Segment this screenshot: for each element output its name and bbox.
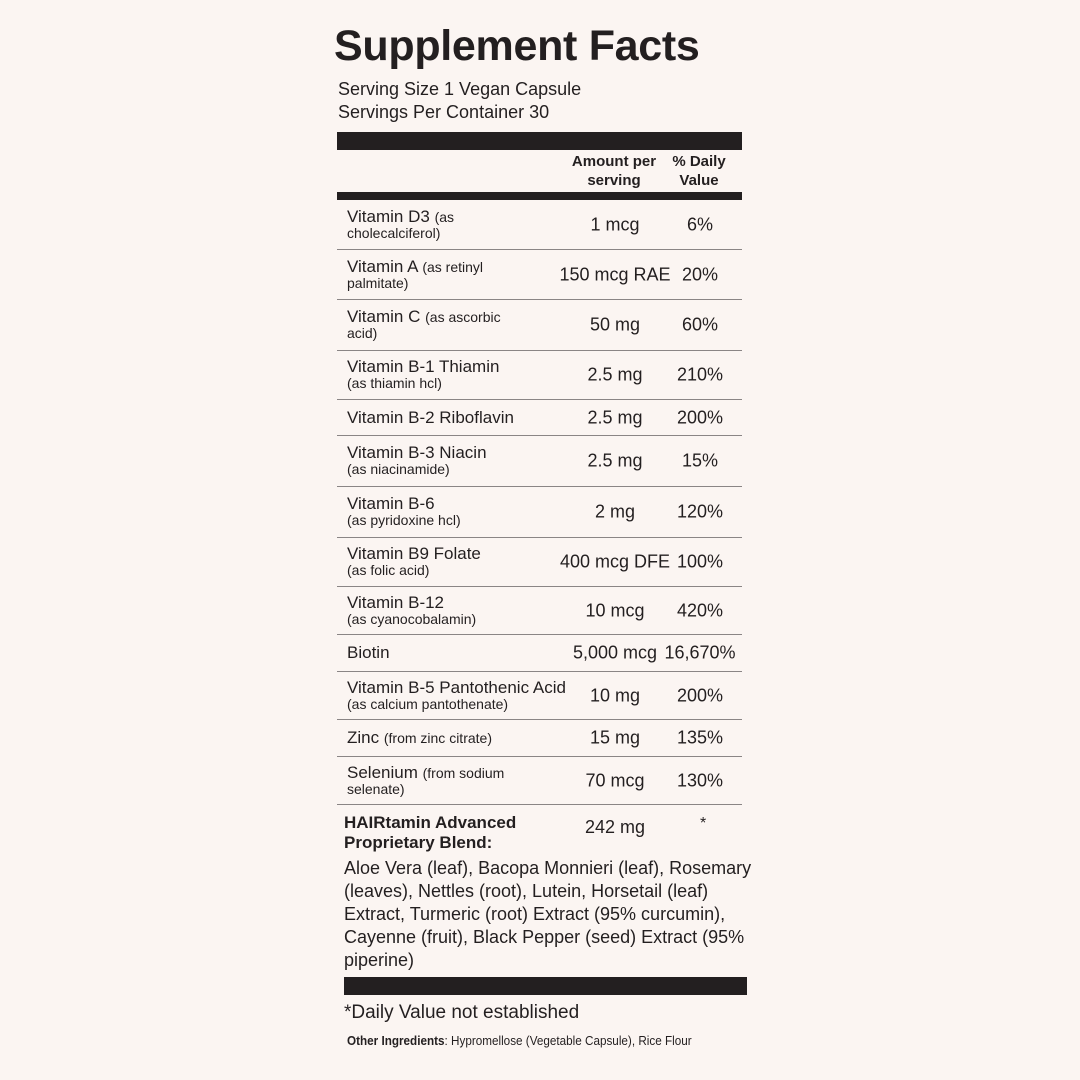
bottom-divider-bar bbox=[344, 977, 747, 995]
nutrient-row: Biotin 5,000 mcg 16,670% bbox=[337, 635, 742, 672]
nutrient-row: Selenium (from sodium selenate) 70 mcg 130% bbox=[337, 757, 742, 805]
nutrient-source: palmitate) bbox=[347, 274, 409, 291]
nutrient-source: (as retinyl bbox=[422, 258, 483, 275]
nutrient-label: Vitamin B-2 Riboflavin bbox=[347, 407, 514, 427]
nutrient-label: Vitamin C bbox=[347, 307, 421, 326]
other-ingredients-text: : Hypromellose (Vegetable Capsule), Rice… bbox=[444, 1033, 692, 1048]
nutrient-row: Vitamin D3 (as cholecalciferol) 1 mcg 6% bbox=[337, 200, 742, 250]
nutrient-name: Vitamin B-1 Thiamin (as thiamin hcl) bbox=[347, 357, 500, 391]
nutrient-row: Vitamin B-1 Thiamin (as thiamin hcl) 2.5 m… bbox=[337, 351, 742, 400]
nutrient-label: Vitamin B-1 Thiamin bbox=[347, 357, 500, 376]
nutrient-source: (as thiamin hcl) bbox=[347, 375, 442, 391]
nutrient-amount: 10 mg bbox=[589, 685, 641, 705]
nutrient-source: (from zinc citrate) bbox=[383, 730, 492, 746]
header-daily-value: % Daily Value bbox=[672, 153, 726, 189]
nutrient-source: (from sodium bbox=[422, 764, 505, 781]
nutrient-daily-value: 16,670% bbox=[664, 642, 736, 663]
nutrient-source: (as niacinamide) bbox=[347, 461, 450, 477]
blend-daily-value: * bbox=[700, 815, 707, 832]
nutrient-label: Vitamin A bbox=[347, 256, 418, 276]
nutrient-row: Vitamin B-5 Pantothenic Acid (as calcium… bbox=[337, 672, 742, 720]
nutrient-daily-value: 200% bbox=[676, 685, 724, 705]
footnote: *Daily Value not established bbox=[344, 1002, 580, 1023]
nutrient-label: Selenium bbox=[347, 762, 418, 782]
nutrient-source: (as pyridoxine hcl) bbox=[347, 512, 461, 528]
nutrient-daily-value: 20% bbox=[681, 264, 719, 284]
nutrient-name: Vitamin B9 Folate (as folic acid) bbox=[347, 544, 481, 578]
nutrient-name: Vitamin B-6 (as pyridoxine hcl) bbox=[347, 494, 461, 528]
top-divider-bar bbox=[337, 132, 742, 150]
nutrient-label: Vitamin B9 Folate bbox=[347, 544, 481, 563]
nutrient-source: cholecalciferol) bbox=[347, 224, 441, 241]
nutrient-daily-value: 200% bbox=[676, 407, 724, 427]
nutrient-amount: 50 mg bbox=[589, 314, 641, 335]
nutrient-row: Vitamin B-3 Niacin (as niacinamide) 2.5 mg… bbox=[337, 436, 742, 487]
nutrient-daily-value: 130% bbox=[676, 770, 724, 790]
nutrient-label: Vitamin B-12 bbox=[347, 592, 445, 612]
nutrient-amount: 2.5 mg bbox=[587, 364, 643, 385]
nutrient-source: (as bbox=[434, 208, 455, 225]
nutrient-label: Vitamin B-6 bbox=[347, 494, 435, 513]
nutrient-row: Vitamin B-6 (as pyridoxine hcl) 2 mg 120% bbox=[337, 487, 742, 538]
nutrient-name: Vitamin D3 (as cholecalciferol) bbox=[347, 206, 455, 241]
nutrient-source: acid) bbox=[347, 325, 378, 341]
nutrient-amount: 150 mcg RAE bbox=[559, 264, 671, 284]
nutrient-row: Zinc (from zinc citrate) 15 mg 135% bbox=[337, 720, 742, 757]
nutrient-source: (as calcium pantothenate) bbox=[347, 695, 509, 712]
nutrient-amount: 1 mcg bbox=[590, 214, 640, 234]
blend-name: HAIRtamin Advanced Proprietary Blend: bbox=[344, 813, 517, 852]
servings-per-container: Servings Per Container 30 bbox=[338, 102, 550, 122]
blend-ingredients: Aloe Vera (leaf), Bacopa Monnieri (leaf)… bbox=[344, 858, 752, 970]
nutrient-source: (as folic acid) bbox=[347, 562, 430, 578]
nutrient-name: Vitamin C (as ascorbic acid) bbox=[347, 307, 501, 341]
nutrient-amount: 5,000 mcg bbox=[572, 642, 658, 663]
nutrient-daily-value: 135% bbox=[676, 727, 724, 748]
serving-size: Serving Size 1 Vegan Capsule bbox=[338, 79, 582, 99]
nutrient-row: Vitamin B9 Folate (as folic acid) 400 mcg … bbox=[337, 538, 742, 587]
nutrient-name: Vitamin B-5 Pantothenic Acid (as calcium… bbox=[347, 677, 587, 712]
other-ingredients: Other Ingredients: Hypromellose (Vegetab… bbox=[347, 1033, 692, 1048]
nutrient-amount: 70 mcg bbox=[585, 770, 645, 790]
nutrient-name: Zinc (from zinc citrate) bbox=[347, 728, 492, 747]
nutrient-name: Selenium (from sodium selenate) bbox=[347, 762, 505, 797]
nutrient-source: (as ascorbic bbox=[425, 309, 501, 325]
nutrient-amount: 10 mcg bbox=[585, 600, 645, 620]
nutrient-name: Vitamin A (as retinyl palmitate) bbox=[347, 256, 483, 291]
nutrient-label: Zinc bbox=[347, 728, 380, 747]
page-title: Supplement Facts bbox=[334, 22, 700, 70]
blend-amount: 242 mg bbox=[585, 817, 646, 837]
nutrient-amount: 15 mg bbox=[589, 727, 641, 748]
nutrient-name: Vitamin B-3 Niacin (as niacinamide) bbox=[347, 443, 487, 477]
nutrient-row: Vitamin C (as ascorbic acid) 50 mg 60% bbox=[337, 300, 742, 351]
nutrient-daily-value: 420% bbox=[676, 600, 724, 620]
nutrient-amount: 2.5 mg bbox=[587, 407, 643, 427]
header-divider-bar bbox=[337, 192, 742, 200]
nutrient-label: Vitamin B-3 Niacin bbox=[347, 443, 487, 462]
nutrient-name: Vitamin B-2 Riboflavin bbox=[347, 407, 514, 427]
nutrient-daily-value: 100% bbox=[676, 551, 724, 572]
nutrient-row: Vitamin A (as retinyl palmitate) 150 mcg R… bbox=[337, 250, 742, 300]
other-ingredients-label: Other Ingredients bbox=[347, 1033, 445, 1048]
nutrient-daily-value: 210% bbox=[676, 364, 724, 385]
nutrient-source: (as cyanocobalamin) bbox=[347, 610, 477, 627]
nutrient-source: selenate) bbox=[347, 780, 405, 797]
nutrient-name: Vitamin B-12 (as cyanocobalamin) bbox=[347, 592, 477, 627]
nutrient-row: Vitamin B-12 (as cyanocobalamin) 10 mcg 420… bbox=[337, 587, 742, 635]
nutrient-daily-value: 120% bbox=[676, 501, 724, 522]
nutrient-label: Vitamin D3 bbox=[347, 206, 430, 226]
nutrient-row: Vitamin B-2 Riboflavin 2.5 mg 200% bbox=[337, 400, 742, 436]
nutrient-daily-value: 6% bbox=[686, 214, 714, 234]
nutrient-amount: 2.5 mg bbox=[587, 450, 643, 471]
header-amount: Amount per serving bbox=[571, 153, 657, 189]
nutrient-daily-value: 15% bbox=[681, 450, 719, 471]
nutrient-amount: 400 mcg DFE bbox=[559, 551, 671, 572]
nutrient-label: Vitamin B-5 Pantothenic Acid bbox=[347, 677, 566, 697]
nutrient-label: Biotin bbox=[347, 643, 390, 662]
nutrient-name: Biotin bbox=[347, 643, 390, 662]
nutrient-daily-value: 60% bbox=[681, 314, 719, 335]
nutrient-amount: 2 mg bbox=[594, 501, 636, 522]
